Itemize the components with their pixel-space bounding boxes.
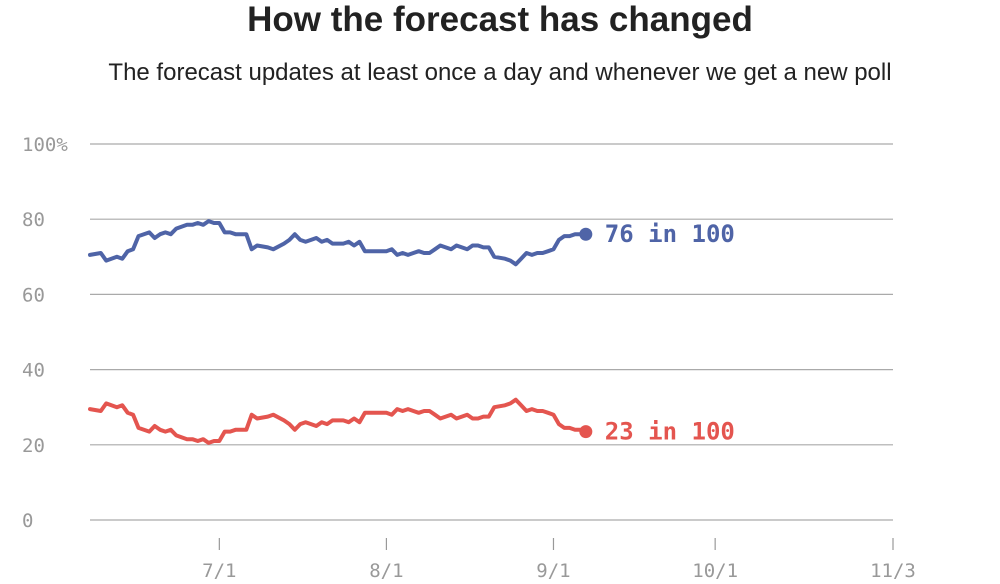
y-tick-label-60: 60 xyxy=(22,284,45,306)
series-end-dot-1 xyxy=(579,425,593,439)
y-tick-label-0: 0 xyxy=(22,510,33,532)
series-line-lower xyxy=(88,397,588,445)
y-tick-label-80: 80 xyxy=(22,209,45,231)
x-tick-label-1: 8/1 xyxy=(369,560,403,582)
y-tick-label-20: 20 xyxy=(22,435,45,457)
y-tick-label-40: 40 xyxy=(22,360,45,382)
series-end-dot-0 xyxy=(579,227,593,241)
x-tick-label-2: 9/1 xyxy=(536,560,570,582)
series-end-label-0: 76 in 100 xyxy=(605,220,735,248)
x-tick-label-3: 10/1 xyxy=(692,560,738,582)
chart-subtitle: The forecast updates at least once a day… xyxy=(108,59,892,86)
chart-title: How the forecast has changed xyxy=(247,0,753,39)
series-end-label-1: 23 in 100 xyxy=(605,418,735,446)
y-tick-label-100: 100% xyxy=(22,134,68,156)
x-tick-label-4: 11/3 xyxy=(870,560,916,582)
series-line-upper xyxy=(88,219,588,267)
x-tick-label-0: 7/1 xyxy=(202,560,236,582)
